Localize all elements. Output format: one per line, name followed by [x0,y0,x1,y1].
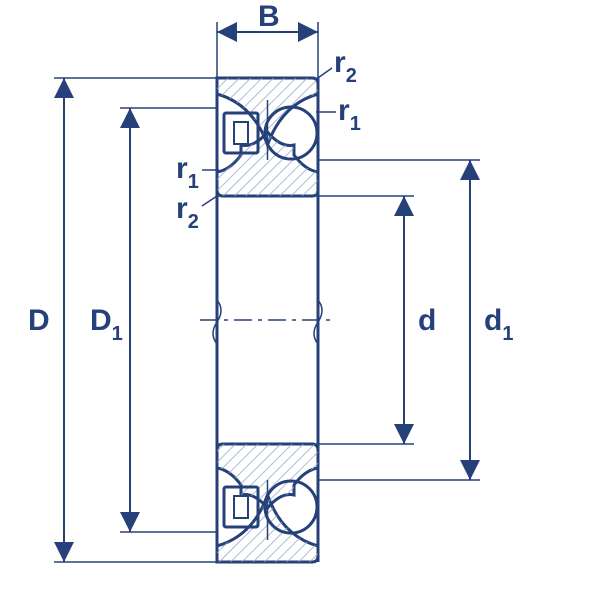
label-r2-left: r2 [176,192,199,233]
label-B: B [258,0,280,33]
cage-slot-top [234,122,248,144]
bearing-diagram: B D D1 d d1 r2 r1 r1 r2 [0,0,600,600]
label-D: D [28,304,50,337]
label-r2-upper: r2 [334,46,357,87]
cage-slot-bottom [234,496,248,518]
label-r1-upper: r1 [338,94,361,135]
label-r1-left: r1 [176,152,199,193]
label-d1: d1 [484,304,513,345]
label-D1: D1 [90,304,123,345]
label-d: d [418,304,436,337]
